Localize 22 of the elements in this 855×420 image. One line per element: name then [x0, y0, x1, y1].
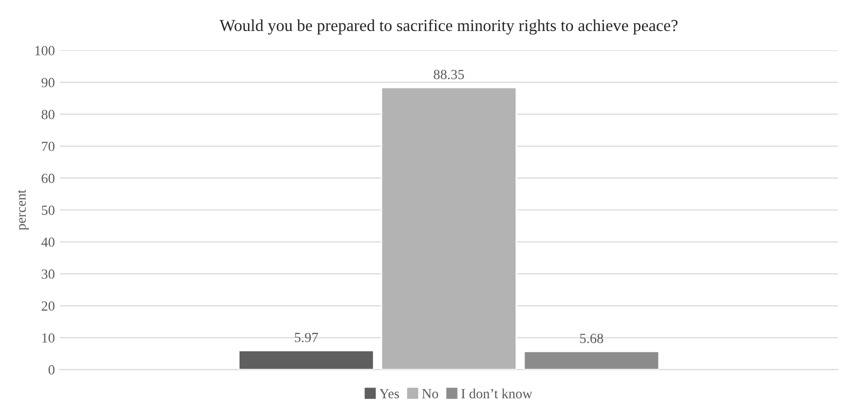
chart-title: Would you be prepared to sacrifice minority rights to achieve peace? — [220, 19, 678, 35]
y-tick-label: 0 — [48, 365, 54, 375]
y-tick-label: 70 — [42, 142, 54, 152]
data-label: 5.68 — [580, 334, 604, 344]
y-tick-label: 60 — [42, 174, 54, 184]
bar — [238, 350, 374, 370]
y-tick-label: 80 — [42, 110, 54, 120]
y-tick-label: 20 — [42, 301, 54, 311]
legend-label: No — [422, 389, 438, 398]
data-label: 88.35 — [434, 70, 464, 80]
y-tick-label: 50 — [42, 206, 54, 215]
y-tick-label: 10 — [42, 333, 54, 343]
bar — [380, 86, 517, 370]
y-tick-label: 90 — [42, 78, 54, 88]
y-tick-label: 40 — [41, 238, 54, 247]
legend-label: I don’t know — [461, 388, 532, 398]
y-tick-label: 30 — [42, 269, 54, 279]
data-label: 5.97 — [294, 332, 318, 342]
y-axis-title: percent — [18, 190, 29, 230]
legend-label: Yes — [379, 389, 399, 398]
y-tick-label: 100 — [35, 46, 54, 56]
bar — [523, 350, 660, 370]
